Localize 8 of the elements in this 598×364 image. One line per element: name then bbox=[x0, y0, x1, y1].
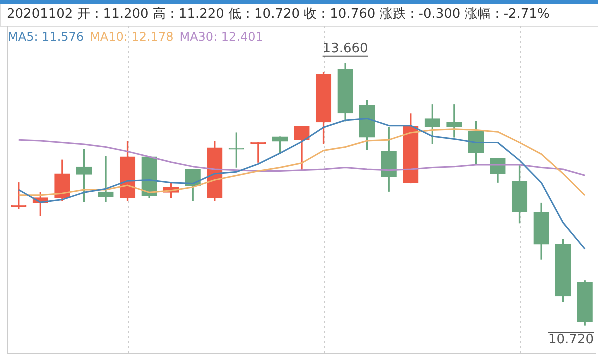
text: MA30: 12.401 bbox=[180, 30, 264, 44]
text: MA5: 11.576 bbox=[8, 30, 84, 44]
candlestick bbox=[446, 104, 462, 138]
annotation: 13.660 bbox=[322, 41, 368, 56]
text: 20201102 开：11.200 高：11.220 低：10.720 收：10.760 涨跌：-0.300 涨幅：-2.71% bbox=[7, 7, 550, 22]
candlestick bbox=[98, 156, 114, 202]
annotation: 10.720 bbox=[548, 332, 594, 348]
text: MA10: 12.178 bbox=[90, 30, 174, 44]
